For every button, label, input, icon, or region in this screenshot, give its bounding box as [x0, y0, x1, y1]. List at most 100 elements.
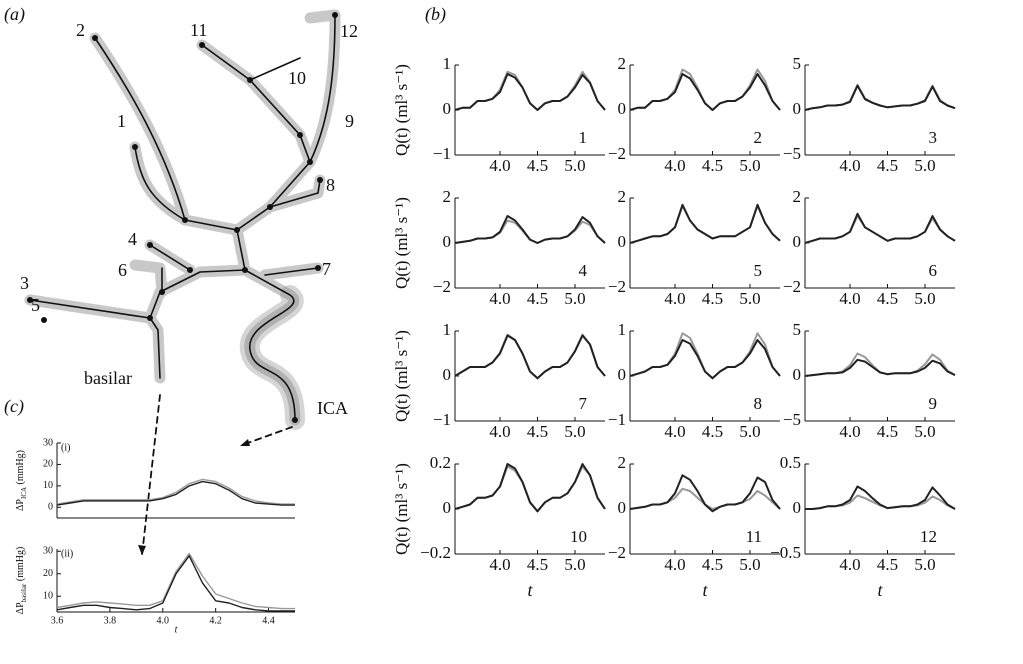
x-tick-label: 4.5 [702, 555, 723, 574]
x-tick-label: 5.0 [739, 156, 760, 175]
x-tick-label: 4.0 [489, 289, 510, 308]
panel-number: 3 [929, 128, 938, 147]
y-axis-label: Q(t) (ml³ s⁻¹) [392, 64, 411, 156]
vessel-diagram [24, 9, 341, 556]
y-tick-label: −0.2 [420, 543, 451, 562]
y-axis-label: Q(t) (ml³ s⁻¹) [392, 197, 411, 289]
y-axis-label: Q(t) (ml³ s⁻¹) [392, 330, 411, 422]
y-tick-label: −0.5 [770, 543, 801, 562]
panel-label: (b) [425, 4, 446, 25]
x-tick-label: 4.5 [527, 289, 548, 308]
y-tick-label: 2 [618, 453, 627, 472]
panel-number: 10 [570, 527, 587, 546]
x-tick-label: 5.0 [739, 422, 760, 441]
x-tick-label: 4.5 [877, 289, 898, 308]
vessel-label: 11 [190, 20, 207, 40]
series-line [56, 555, 295, 612]
vessel-label: 6 [118, 260, 127, 280]
x-tick-label: 4.5 [527, 156, 548, 175]
x-tick-label: 5.0 [564, 422, 585, 441]
panel-number: 9 [929, 394, 938, 413]
y-axis-label-unit: (mmHg) [15, 547, 26, 584]
x-tick-label: 4.2 [209, 615, 222, 626]
y-axis-label-sub: basilar [20, 583, 28, 602]
x-tick-label: 5.0 [739, 289, 760, 308]
vessel-label: 4 [128, 229, 137, 249]
y-tick-label: 0 [793, 99, 802, 118]
vessel-label: 12 [340, 21, 358, 41]
y-tick-label: 0 [793, 498, 802, 517]
x-tick-label: 5.0 [564, 555, 585, 574]
x-axis-label: t [702, 580, 708, 600]
y-tick-label: 1 [443, 54, 452, 73]
panel-number: 1 [579, 128, 588, 147]
x-tick-label: 5.0 [564, 156, 585, 175]
y-tick-label: 0 [618, 232, 627, 251]
series-line [454, 334, 606, 380]
y-tick-label: 0 [618, 365, 627, 384]
x-tick-label: 4.5 [527, 555, 548, 574]
diagram-labels: 1 2 3 4 5 6 7 8 9 10 11 12 basilar ICA [20, 20, 358, 418]
x-tick-label: 5.0 [564, 289, 585, 308]
y-tick-label: −5 [783, 144, 801, 163]
y-tick-label: 0 [618, 99, 627, 118]
panel-number: 2 [754, 128, 763, 147]
y-tick-label: 0 [443, 498, 452, 517]
series-line [56, 480, 295, 506]
x-axis-label: t [175, 624, 178, 635]
y-tick-label: −2 [608, 543, 626, 562]
y-tick-label: −2 [783, 277, 801, 296]
series-line [804, 84, 956, 111]
series-line [804, 212, 956, 244]
y-tick-label: 10 [43, 480, 53, 491]
y-tick-label: 2 [443, 187, 452, 206]
y-tick-label: 2 [618, 54, 627, 73]
subpanel-label: (ii) [61, 548, 73, 559]
x-axis-label: t [527, 580, 533, 600]
x-tick-label: 4.0 [664, 156, 685, 175]
y-tick-label: 2 [618, 187, 627, 206]
y-tick-label: 2 [793, 187, 802, 206]
y-axis-label: Q(t) (ml³ s⁻¹) [392, 463, 411, 555]
series-line [629, 487, 781, 510]
vessel-label: ICA [317, 398, 348, 418]
y-tick-label: 0 [443, 99, 452, 118]
series-line [56, 478, 295, 505]
series-line [56, 552, 295, 610]
x-tick-label: 5.0 [914, 156, 935, 175]
vessel-label: 5 [31, 295, 40, 315]
panel-number: 5 [754, 261, 763, 280]
series-line [805, 485, 956, 510]
vessel-label: 2 [76, 20, 85, 40]
vessel-label: 9 [345, 111, 354, 131]
x-tick-label: 4.5 [877, 156, 898, 175]
x-tick-label: 4.0 [839, 555, 860, 574]
series-line [454, 73, 606, 111]
series-line [629, 203, 781, 244]
x-tick-label: 5.0 [739, 555, 760, 574]
y-tick-label: 0 [443, 232, 452, 251]
series-line [804, 358, 956, 377]
x-tick-label: 4.0 [157, 615, 170, 626]
y-tick-label: −1 [608, 410, 626, 429]
x-tick-label: 3.6 [51, 615, 64, 626]
y-tick-label: −1 [433, 144, 451, 163]
y-tick-label: 0.5 [780, 453, 801, 472]
y-axis-label-main: ΔP [15, 602, 26, 614]
y-axis-label: ΔPICA (mmHg) [15, 450, 27, 511]
y-tick-label: 5 [793, 54, 802, 73]
x-tick-label: 4.5 [527, 422, 548, 441]
series-line [454, 463, 606, 513]
panel-label: (a) [4, 4, 25, 25]
series-line [629, 339, 781, 380]
x-tick-label: 4.5 [702, 422, 723, 441]
y-tick-label: −2 [433, 277, 451, 296]
panel-label: (c) [4, 396, 24, 417]
y-tick-label: 0 [618, 498, 627, 517]
x-tick-label: 4.0 [839, 289, 860, 308]
y-tick-label: 20 [43, 568, 53, 579]
y-tick-label: −5 [783, 410, 801, 429]
x-tick-label: 3.8 [104, 615, 117, 626]
